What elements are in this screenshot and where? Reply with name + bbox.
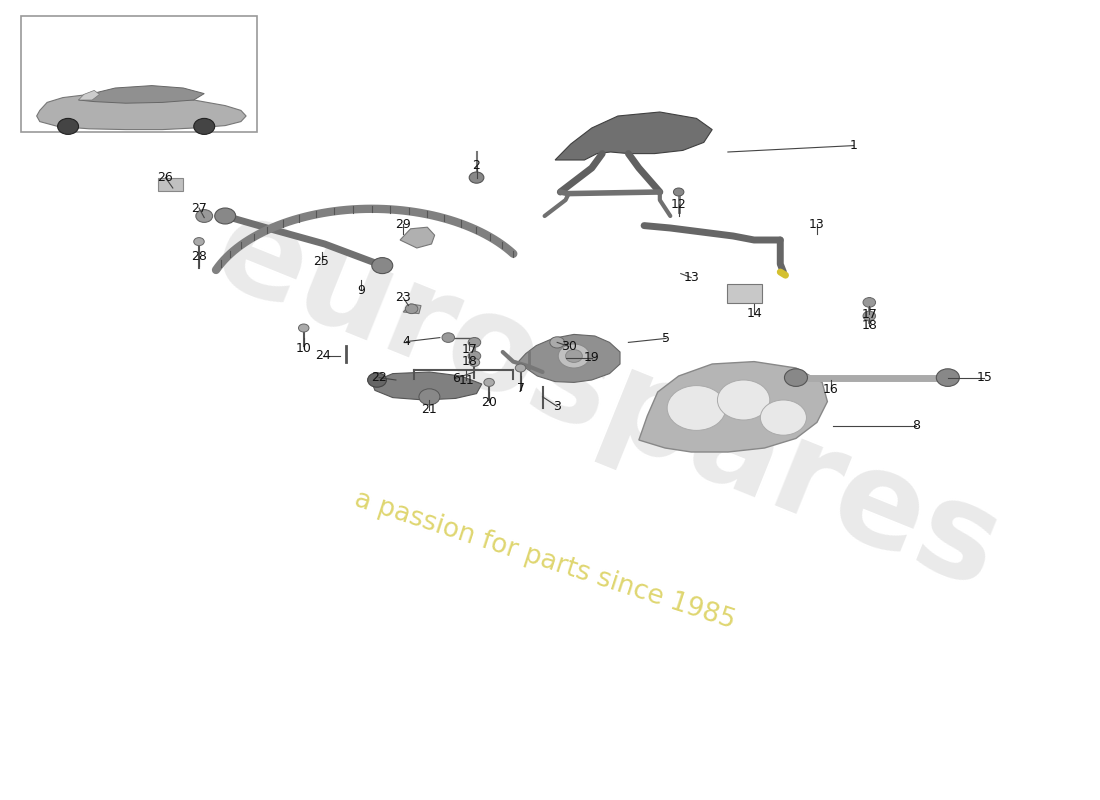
Text: 21: 21	[421, 403, 438, 416]
Circle shape	[405, 304, 418, 314]
Circle shape	[214, 208, 235, 224]
Circle shape	[717, 380, 770, 420]
Text: 8: 8	[912, 419, 921, 432]
Text: 14: 14	[746, 307, 762, 320]
Circle shape	[298, 324, 309, 332]
Text: 2: 2	[473, 159, 481, 172]
Circle shape	[864, 311, 876, 321]
Circle shape	[470, 358, 480, 366]
Text: 28: 28	[191, 250, 207, 262]
Text: 27: 27	[191, 202, 207, 214]
Text: 16: 16	[823, 383, 838, 396]
Polygon shape	[556, 112, 712, 160]
Circle shape	[194, 238, 205, 246]
Circle shape	[57, 118, 78, 134]
Circle shape	[558, 344, 590, 368]
Text: 25: 25	[314, 255, 330, 268]
Text: 9: 9	[358, 284, 365, 297]
Polygon shape	[400, 227, 434, 248]
Circle shape	[196, 210, 212, 222]
Text: 18: 18	[461, 355, 477, 368]
Polygon shape	[36, 94, 246, 130]
Text: 13: 13	[683, 271, 700, 284]
Polygon shape	[78, 90, 99, 100]
Text: 5: 5	[662, 332, 670, 345]
Text: 18: 18	[861, 319, 877, 332]
FancyBboxPatch shape	[158, 178, 184, 191]
Text: 30: 30	[561, 340, 576, 353]
Circle shape	[372, 258, 393, 274]
Text: 22: 22	[372, 371, 387, 384]
Text: 11: 11	[459, 374, 474, 386]
Circle shape	[550, 337, 564, 348]
Circle shape	[419, 389, 440, 405]
Text: 24: 24	[315, 350, 330, 362]
Polygon shape	[404, 304, 421, 314]
Circle shape	[760, 400, 806, 435]
Text: 26: 26	[157, 171, 174, 184]
Text: 3: 3	[553, 400, 561, 413]
Circle shape	[668, 386, 726, 430]
Text: eurospares: eurospares	[197, 185, 1019, 615]
Circle shape	[864, 298, 876, 307]
Circle shape	[673, 188, 684, 196]
Circle shape	[784, 369, 807, 386]
Polygon shape	[639, 362, 827, 452]
Text: 17: 17	[861, 308, 877, 321]
Circle shape	[194, 118, 214, 134]
Text: 13: 13	[808, 218, 825, 230]
Circle shape	[936, 369, 959, 386]
Text: 17: 17	[461, 343, 477, 356]
Circle shape	[469, 351, 481, 361]
Circle shape	[515, 364, 526, 372]
Circle shape	[470, 172, 484, 183]
FancyBboxPatch shape	[727, 284, 762, 303]
Text: 29: 29	[395, 218, 411, 230]
Circle shape	[565, 350, 582, 362]
Text: 15: 15	[977, 371, 992, 384]
Circle shape	[442, 333, 454, 342]
Text: a passion for parts since 1985: a passion for parts since 1985	[351, 486, 738, 634]
Text: 6: 6	[452, 372, 460, 385]
Text: 12: 12	[671, 198, 686, 210]
Polygon shape	[518, 334, 620, 382]
Text: 1: 1	[849, 139, 858, 152]
Circle shape	[484, 378, 494, 386]
Text: 10: 10	[296, 342, 311, 354]
Circle shape	[469, 338, 481, 347]
Text: 7: 7	[517, 382, 525, 394]
FancyBboxPatch shape	[21, 16, 256, 132]
Text: 19: 19	[584, 351, 600, 364]
Polygon shape	[372, 372, 482, 400]
Text: 4: 4	[403, 335, 410, 348]
Polygon shape	[78, 86, 205, 103]
Text: 20: 20	[481, 396, 497, 409]
Text: 23: 23	[395, 291, 411, 304]
Circle shape	[367, 373, 386, 387]
